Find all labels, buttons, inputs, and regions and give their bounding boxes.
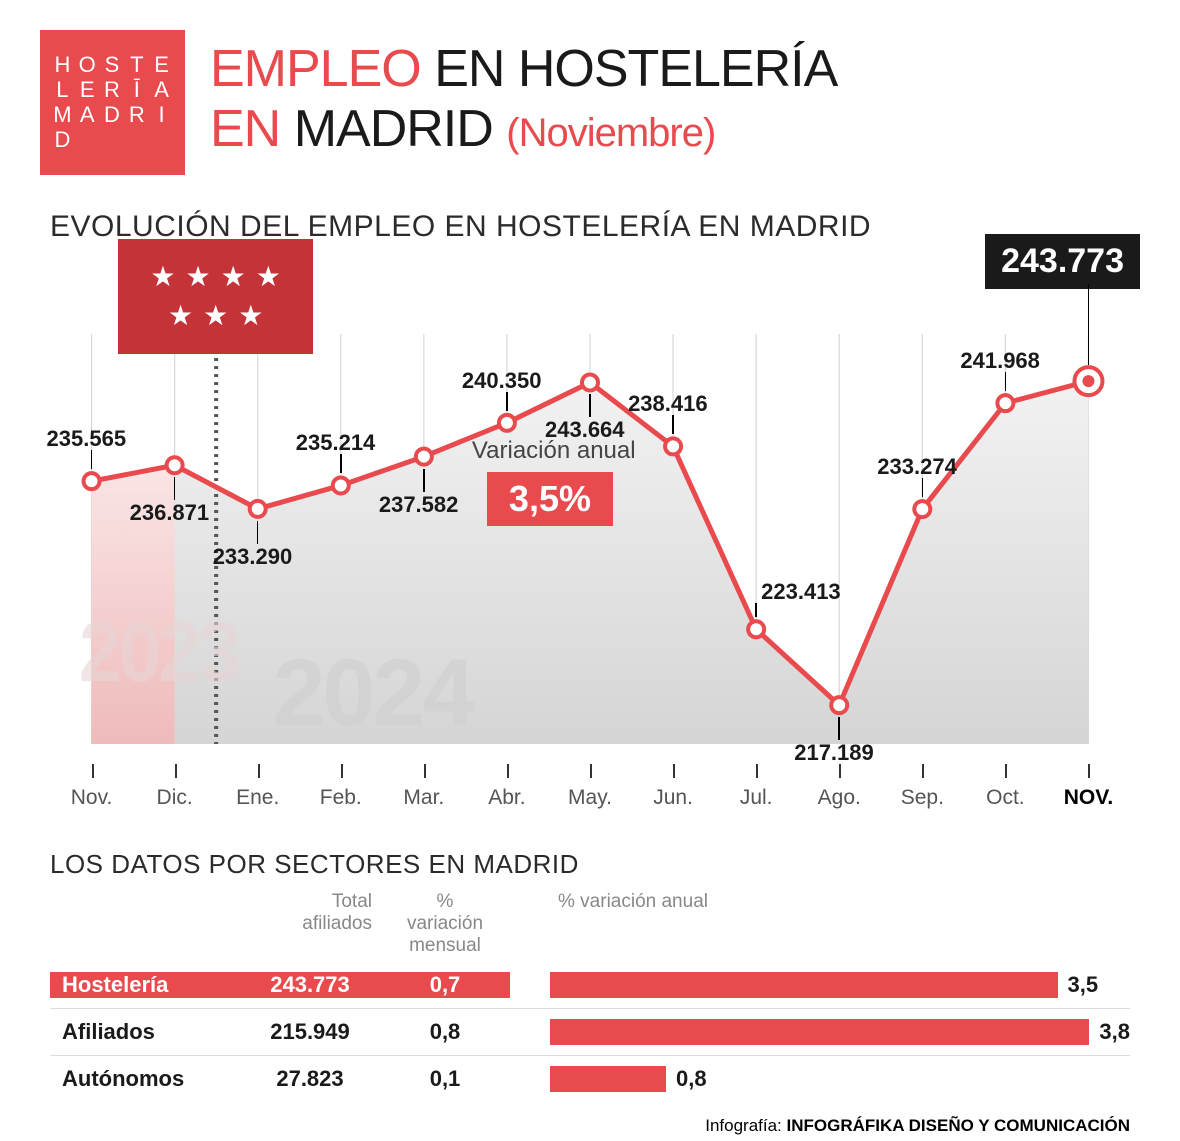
xaxis-tick: May. — [548, 764, 631, 824]
xaxis-tick: Abr. — [465, 764, 548, 824]
sector-row: Hostelería243.7730,7 3,5 — [50, 963, 1130, 1007]
point-label: 217.189 — [794, 740, 874, 766]
madrid-flag: ★★★★ ★★★ — [118, 239, 313, 354]
sector-row: Afiliados215.9490,8 3,8 — [50, 1010, 1130, 1054]
year-2023-watermark: 2023 — [78, 604, 237, 702]
title-word-3: EN — [210, 100, 280, 158]
xaxis-tick: Mar. — [382, 764, 465, 824]
sector-total: 27.823 — [240, 1066, 380, 1092]
point-label: 235.214 — [296, 430, 376, 456]
point-label: 241.968 — [960, 348, 1040, 374]
xaxis-tick: Nov. — [50, 764, 133, 824]
sector-name: Afiliados — [50, 1019, 240, 1045]
point-label: 240.350 — [462, 368, 542, 394]
sector-total: 243.773 — [240, 972, 380, 998]
xaxis-tick: Feb. — [299, 764, 382, 824]
xaxis-tick: Jun. — [632, 764, 715, 824]
sector-name: Hostelería — [50, 972, 240, 998]
point-label: 233.274 — [877, 454, 957, 480]
col-header-anual: % variación anual — [550, 885, 1130, 963]
point-label: 236.871 — [130, 500, 210, 526]
xaxis-tick: Ene. — [216, 764, 299, 824]
point-label: 237.582 — [379, 492, 459, 518]
credit-line: Infografía: INFOGRÁFIKA DISEÑO Y COMUNIC… — [0, 1101, 1180, 1136]
sector-mensual: 0,7 — [380, 972, 510, 998]
logo: HOSTELERĪAMADRID — [40, 30, 185, 175]
sectors-table: Totalafiliados %variación mensual % vari… — [50, 885, 1130, 1101]
sector-row: Autónomos27.8230,1 0,8 — [50, 1057, 1130, 1101]
point-label: 223.413 — [761, 579, 841, 605]
sector-mensual: 0,8 — [380, 1019, 510, 1045]
year-2024-watermark: 2024 — [273, 639, 472, 748]
point-label: 235.565 — [47, 426, 127, 452]
xaxis-tick: NOV. — [1047, 764, 1130, 824]
sector-name: Autónomos — [50, 1066, 240, 1092]
sectors-title: LOS DATOS POR SECTORES EN MADRID — [0, 824, 1180, 885]
xaxis-tick: Ago. — [798, 764, 881, 824]
xaxis-tick: Sep. — [881, 764, 964, 824]
chart-xaxis: Nov.Dic.Ene.Feb.Mar.Abr.May.Jun.Jul.Ago.… — [50, 764, 1130, 824]
title-word-2: EN HOSTELERÍA — [434, 40, 837, 98]
sectors-header-row: Totalafiliados %variación mensual % vari… — [50, 885, 1130, 963]
sector-anual-bar: 3,5 — [550, 972, 1130, 998]
point-label: 233.290 — [213, 544, 293, 570]
sector-anual-bar: 3,8 — [550, 1019, 1130, 1045]
highlight-value-badge: 243.773 — [985, 234, 1140, 289]
evolution-chart: 2023 2024 ★★★★ ★★★ 243.773 Variación anu… — [50, 264, 1130, 764]
sector-mensual: 0,1 — [380, 1066, 510, 1092]
title-word-1: EMPLEO — [210, 40, 421, 98]
col-header-total: Totalafiliados — [240, 885, 380, 963]
header: HOSTELERĪAMADRID EMPLEO EN HOSTELERÍA EN… — [0, 0, 1180, 185]
sector-anual-bar: 0,8 — [550, 1066, 1130, 1092]
xaxis-tick: Oct. — [964, 764, 1047, 824]
main-title: EMPLEO EN HOSTELERÍA EN MADRID (Noviembr… — [210, 30, 837, 160]
xaxis-tick: Jul. — [715, 764, 798, 824]
sector-total: 215.949 — [240, 1019, 380, 1045]
title-month: (Noviembre) — [506, 111, 715, 155]
col-header-mensual: %variación mensual — [380, 885, 510, 963]
point-label: 238.416 — [628, 391, 708, 417]
title-word-4: MADRID — [294, 100, 493, 158]
variation-value-badge: 3,5% — [487, 472, 613, 526]
xaxis-tick: Dic. — [133, 764, 216, 824]
point-label: 243.664 — [545, 417, 625, 443]
